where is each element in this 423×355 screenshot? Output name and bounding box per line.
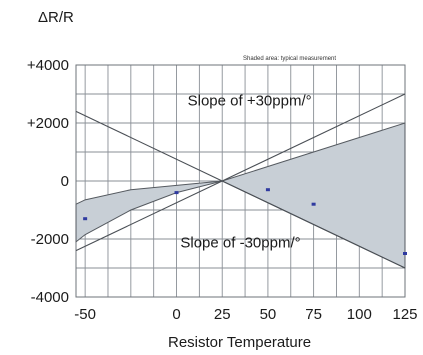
- y-tick-label: -2000: [31, 231, 69, 248]
- x-tick-label: 75: [305, 306, 322, 323]
- y-tick-label: +4000: [27, 57, 69, 74]
- y-axis-title: ΔR/R: [38, 9, 74, 26]
- x-axis-title: Resistor Temperature: [168, 334, 311, 351]
- tick-labels: +4000 +2000 0 -2000 -4000 -50 0 25 50 75 100 125: [27, 57, 418, 323]
- series-lines: [75, 93, 406, 269]
- x-tick-label: 25: [214, 306, 231, 323]
- data-point: [265, 188, 270, 192]
- slope-line-2: [75, 110, 406, 269]
- y-tick-label: +2000: [27, 115, 69, 132]
- slope-annotation: Slope of +30ppm/°: [188, 93, 312, 110]
- annotations: Slope of +30ppm/° Slope of -30ppm/°: [180, 93, 311, 252]
- data-points: [83, 188, 407, 255]
- data-point: [403, 252, 407, 255]
- shaded-area-note: Shaded area: typical measurement: [243, 56, 336, 62]
- x-tick-label: 100: [347, 306, 372, 323]
- y-tick-label: -4000: [31, 289, 69, 306]
- x-tick-label: -50: [74, 306, 96, 323]
- slope-annotation: Slope of -30ppm/°: [180, 235, 300, 252]
- data-point: [174, 191, 179, 195]
- data-point: [311, 202, 316, 206]
- x-tick-label: 0: [172, 306, 180, 323]
- slope-line-1: [75, 93, 406, 252]
- y-tick-label: 0: [61, 173, 69, 190]
- data-point: [83, 217, 88, 221]
- x-tick-label: 50: [260, 306, 277, 323]
- x-tick-label: 125: [392, 306, 417, 323]
